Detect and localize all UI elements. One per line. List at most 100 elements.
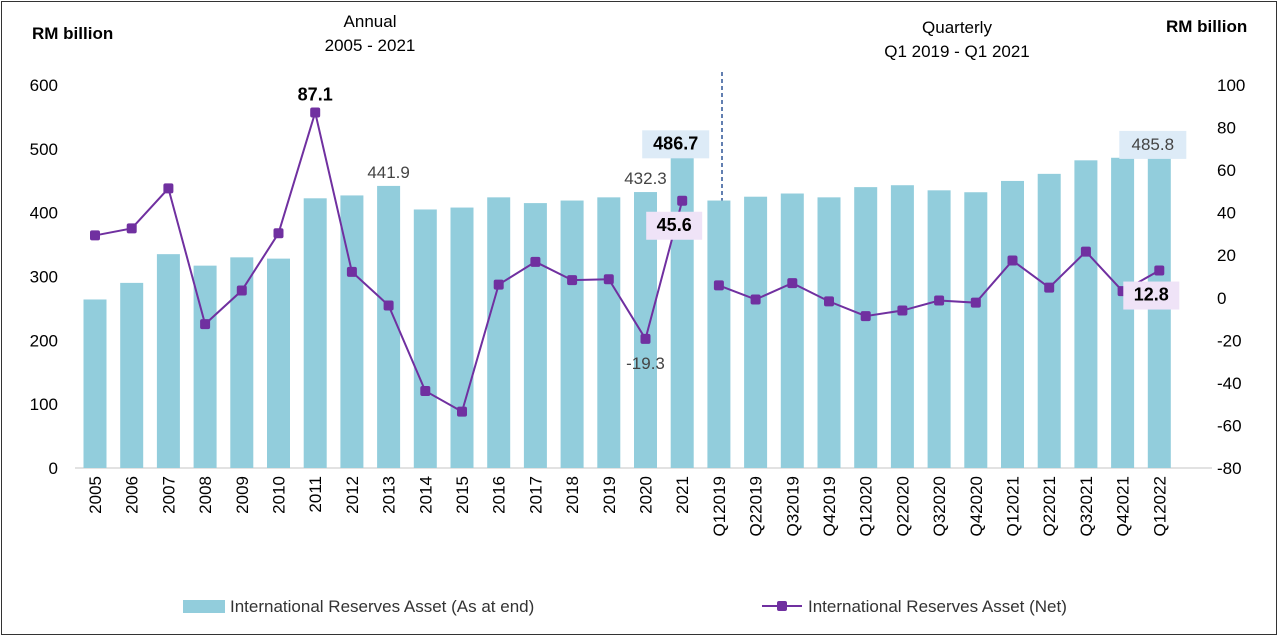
bar-2016	[487, 197, 511, 468]
net-marker-2010	[273, 228, 284, 239]
net-marker-2008	[200, 319, 211, 330]
net-marker-2021	[677, 195, 688, 206]
data-label: 12.8	[1134, 285, 1169, 305]
category-label: 2020	[637, 476, 656, 514]
net-marker-2005	[90, 230, 100, 241]
category-label: Q42019	[820, 476, 839, 537]
net-marker-2017	[530, 256, 541, 267]
net-marker-Q42019	[824, 296, 834, 307]
category-label: 2005	[86, 476, 105, 514]
category-label: 2010	[270, 476, 289, 514]
right-tick-label: 80	[1217, 119, 1236, 138]
bar-2007	[156, 254, 180, 468]
category-label: 2016	[490, 476, 509, 514]
category-label: Q42020	[967, 476, 986, 537]
net-marker-2013	[383, 300, 394, 311]
category-label: Q12020	[857, 476, 876, 537]
category-label: 2015	[453, 476, 472, 514]
bar-Q22019	[744, 196, 768, 469]
category-label: Q32019	[783, 476, 802, 537]
right-tick-label: 20	[1217, 246, 1236, 265]
net-marker-2009	[236, 285, 247, 296]
left-tick-label: 0	[49, 459, 58, 478]
net-marker-2020	[640, 333, 651, 344]
net-marker-Q32020	[934, 295, 945, 306]
right-tick-label: -80	[1217, 459, 1242, 478]
bar-Q42020	[964, 192, 988, 469]
category-label: 2013	[380, 476, 399, 514]
bar-2017	[523, 203, 547, 468]
legend-line-marker	[777, 601, 787, 611]
category-label: Q12019	[710, 476, 729, 537]
bar-2006	[120, 282, 144, 468]
data-label-box	[1119, 130, 1187, 159]
net-marker-2007	[163, 183, 174, 194]
bar-Q12022	[1147, 157, 1171, 469]
bar-Q32020	[927, 190, 951, 468]
bar-Q42019	[817, 197, 841, 468]
category-label: Q12021	[1004, 476, 1023, 537]
bar-2011	[303, 198, 327, 468]
left-tick-label: 400	[30, 204, 58, 223]
category-label: 2008	[196, 476, 215, 514]
data-label-box	[1123, 281, 1180, 310]
left-tick-label: 500	[30, 140, 58, 159]
net-marker-2012	[346, 266, 357, 277]
category-label: Q12022	[1150, 476, 1169, 537]
bar-2013	[377, 185, 401, 468]
right-tick-label: 60	[1217, 161, 1236, 180]
data-label: 432.3	[624, 169, 667, 188]
net-marker-Q32019	[787, 278, 798, 289]
legend-bar-label: International Reserves Asset (As at end)	[230, 597, 534, 616]
right-tick-label: 40	[1217, 204, 1236, 223]
category-label: 2014	[416, 476, 435, 514]
data-label: 87.1	[298, 84, 333, 104]
net-marker-2006	[126, 223, 137, 234]
category-label: 2018	[563, 476, 582, 514]
right-tick-label: -40	[1217, 374, 1242, 393]
category-label: 2007	[159, 476, 178, 514]
net-marker-Q42020	[970, 297, 981, 308]
data-label-box	[646, 211, 703, 240]
category-label: Q22021	[1040, 476, 1059, 537]
category-label: Q22020	[893, 476, 912, 537]
net-marker-Q12022	[1154, 265, 1165, 276]
bar-Q12021	[1001, 180, 1024, 468]
net-marker-Q22020	[897, 305, 908, 316]
bar-2019	[597, 197, 621, 468]
quarterly-title-line1: Quarterly	[922, 18, 992, 37]
net-marker-2014	[420, 385, 431, 396]
left-tick-label: 300	[30, 268, 58, 287]
net-marker-2018	[567, 275, 578, 286]
data-label: 441.9	[367, 163, 410, 182]
bar-2018	[560, 200, 584, 468]
right-tick-label: -60	[1217, 416, 1242, 435]
net-marker-2019	[603, 274, 614, 285]
net-marker-Q22019	[750, 294, 761, 305]
category-label: Q22019	[747, 476, 766, 537]
left-tick-label: 100	[30, 395, 58, 414]
legend-line-label: International Reserves Asset (Net)	[808, 597, 1067, 616]
bar-2010	[267, 258, 290, 468]
bar-Q12020	[854, 187, 878, 468]
category-label: Q42021	[1114, 476, 1133, 537]
bar-2008	[193, 265, 217, 468]
net-marker-2016	[493, 279, 504, 290]
bar-2005	[83, 299, 107, 468]
legend-bar-swatch	[183, 600, 225, 613]
bar-Q32021	[1074, 160, 1098, 468]
bar-2012	[340, 195, 364, 468]
quarterly-title-line2: Q1 2019 - Q1 2021	[884, 42, 1030, 61]
category-label: 2017	[526, 476, 545, 514]
net-marker-Q12019	[713, 280, 724, 291]
category-label: 2009	[233, 476, 252, 514]
right-axis-label: RM billion	[1166, 17, 1247, 36]
annual-title-line2: 2005 - 2021	[325, 36, 416, 55]
legend: International Reserves Asset (As at end)…	[183, 597, 1067, 616]
category-label: 2006	[123, 476, 142, 514]
bar-Q22021	[1037, 173, 1061, 468]
bar-Q42021	[1111, 157, 1135, 468]
right-tick-label: 0	[1217, 289, 1226, 308]
annual-title-line1: Annual	[344, 12, 397, 31]
